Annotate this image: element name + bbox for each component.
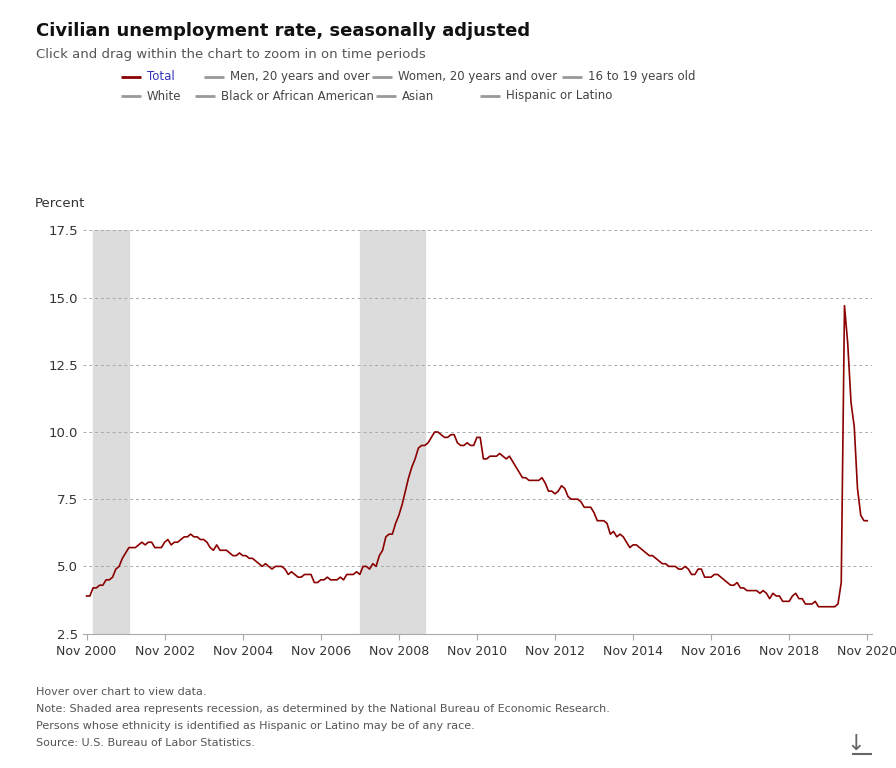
Text: Men, 20 years and over: Men, 20 years and over [230,71,370,83]
Text: Women, 20 years and over: Women, 20 years and over [398,71,557,83]
Text: White: White [147,90,182,102]
Text: Civilian unemployment rate, seasonally adjusted: Civilian unemployment rate, seasonally a… [36,22,530,39]
Text: Click and drag within the chart to zoom in on time periods: Click and drag within the chart to zoom … [36,48,426,61]
Text: Total: Total [147,71,175,83]
Bar [93,230,129,634]
Text: ↓: ↓ [846,734,865,754]
Text: Hispanic or Latino: Hispanic or Latino [506,90,613,102]
Text: Hover over chart to view data.: Hover over chart to view data. [36,687,206,697]
Text: Percent: Percent [34,197,85,210]
Text: Persons whose ethnicity is identified as Hispanic or Latino may be of any race.: Persons whose ethnicity is identified as… [36,721,475,731]
Text: Source: U.S. Bureau of Labor Statistics.: Source: U.S. Bureau of Labor Statistics. [36,738,254,748]
Bar [360,230,425,634]
Text: 16 to 19 years old: 16 to 19 years old [588,71,695,83]
Text: Note: Shaded area represents recession, as determined by the National Bureau of : Note: Shaded area represents recession, … [36,704,609,714]
Text: Black or African American: Black or African American [221,90,375,102]
Text: Asian: Asian [402,90,435,102]
